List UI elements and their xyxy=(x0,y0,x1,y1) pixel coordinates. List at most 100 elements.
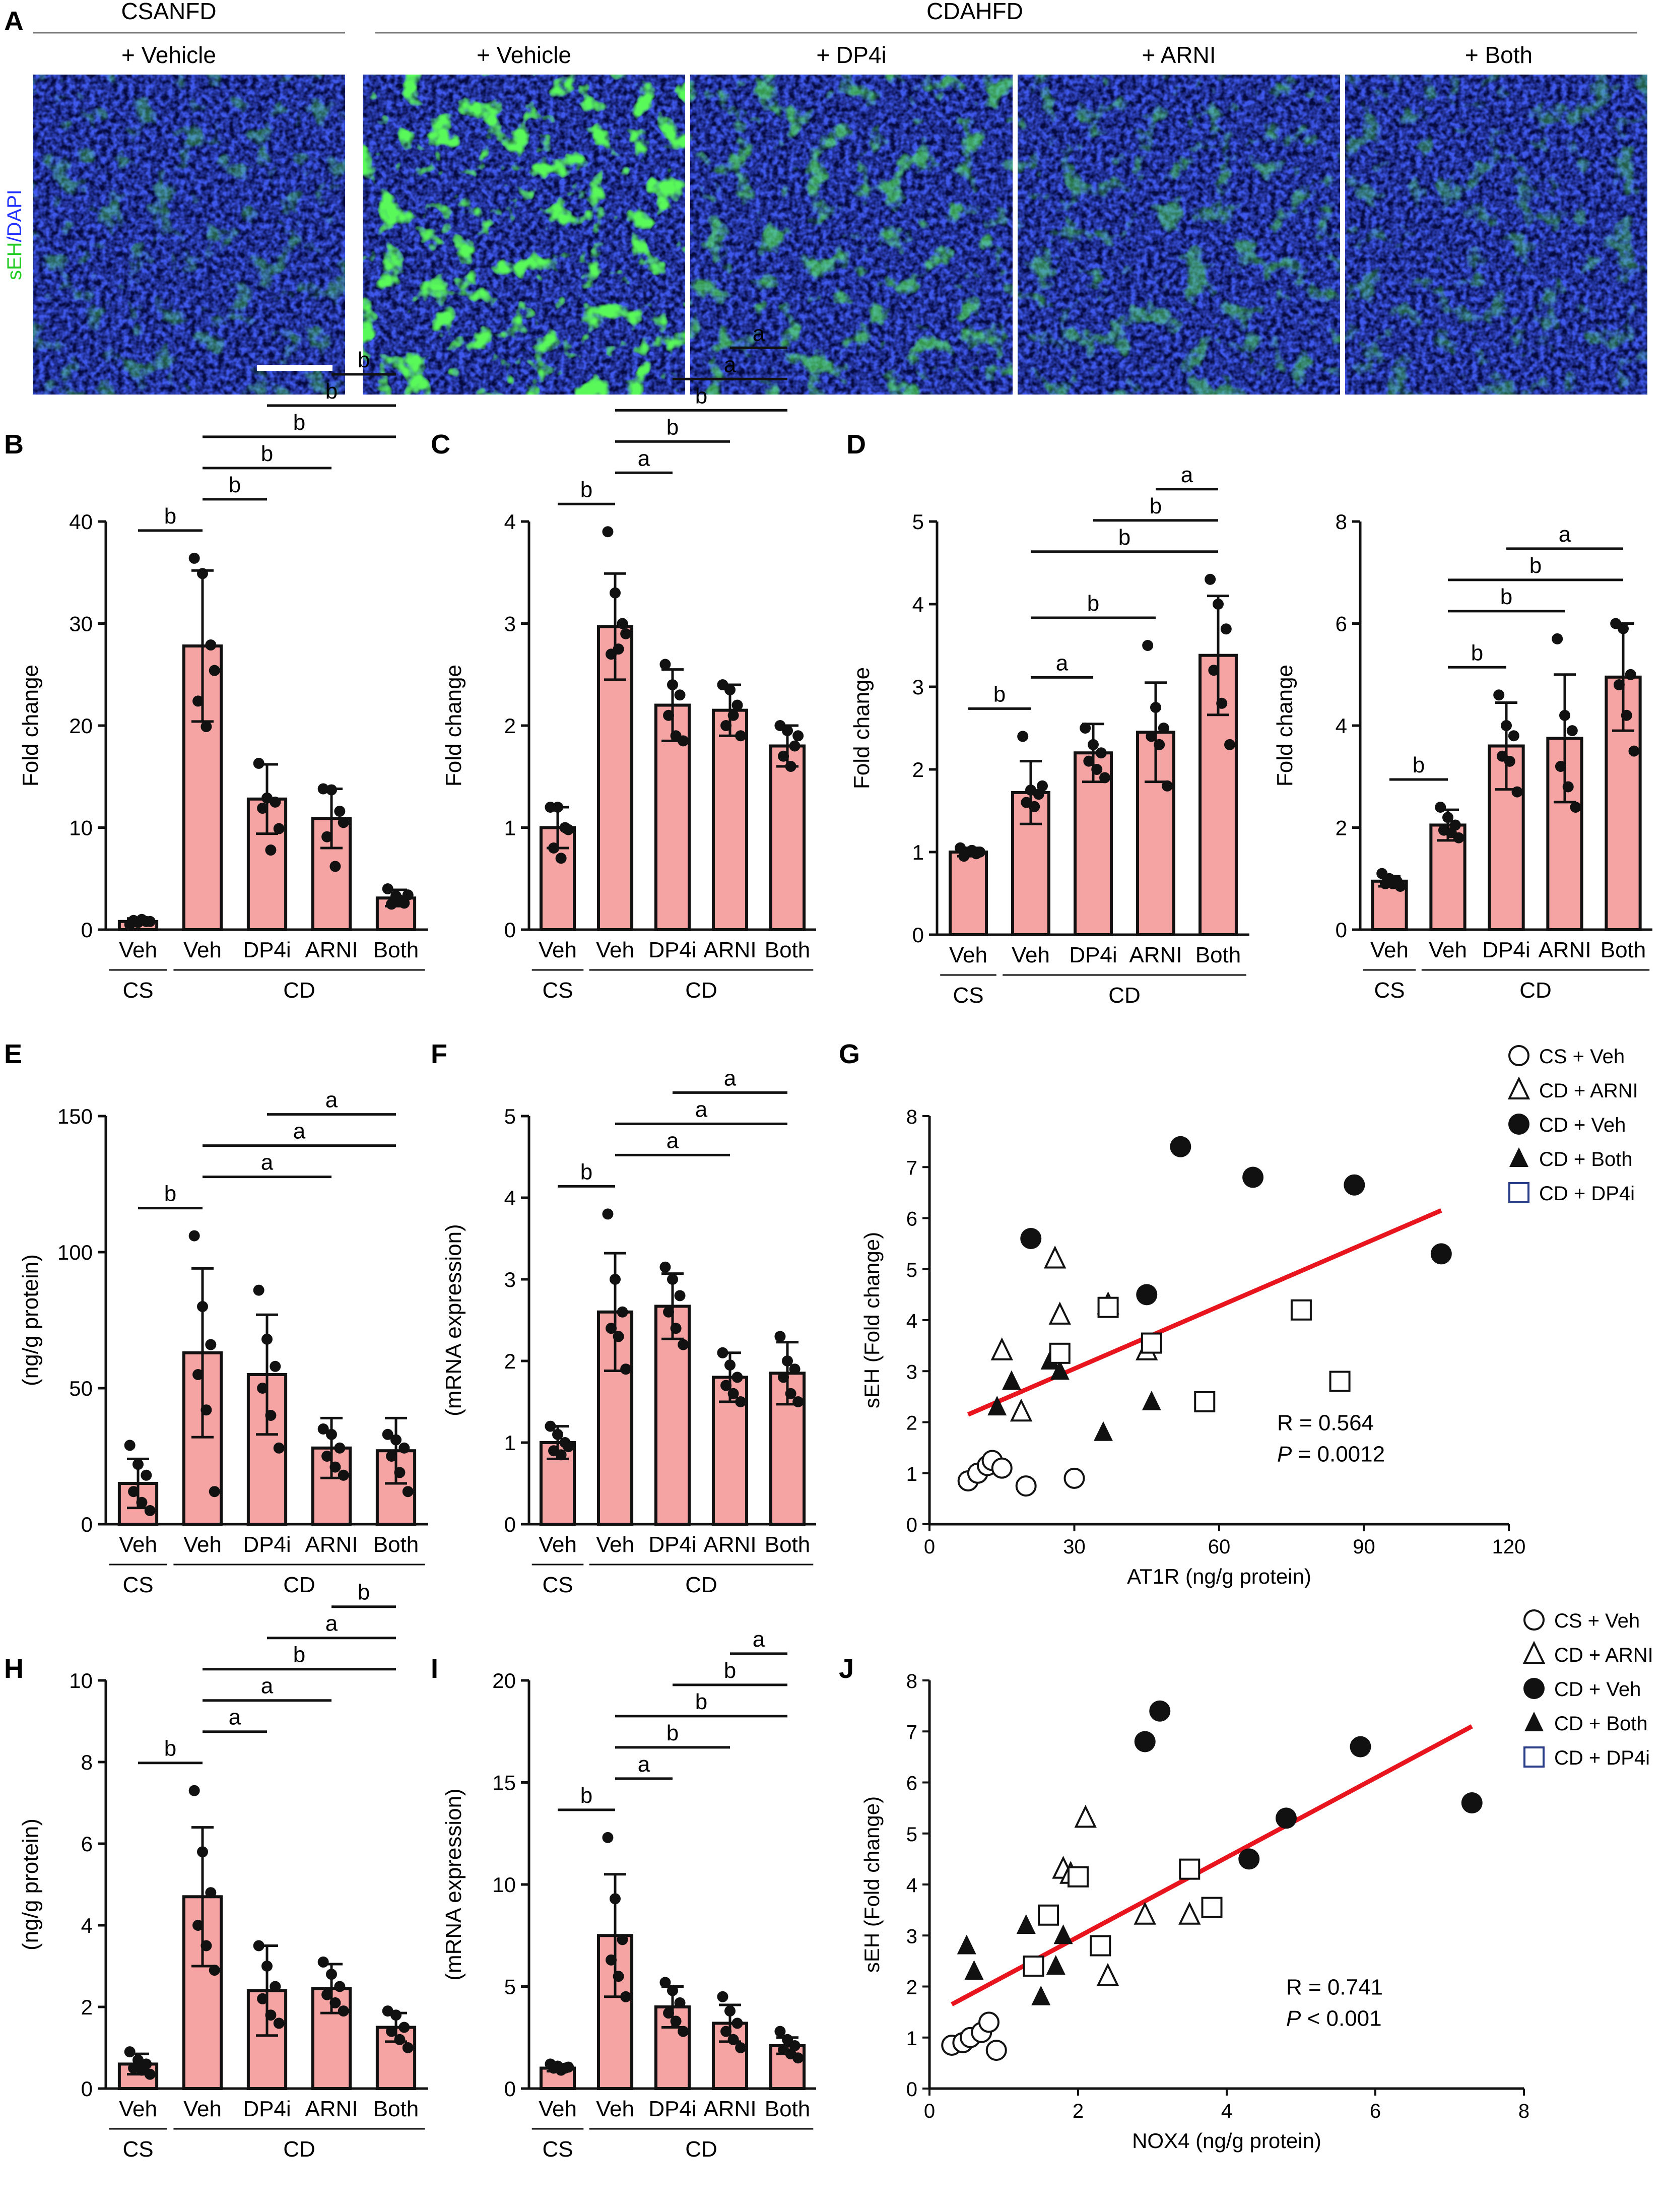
data-point xyxy=(1068,1866,1089,1888)
data-point xyxy=(144,2068,156,2080)
data-point xyxy=(602,1832,614,1843)
sig-label: b xyxy=(1413,753,1425,777)
data-point xyxy=(402,1486,414,1498)
p-symbol: P xyxy=(1286,2006,1301,2031)
data-point xyxy=(1134,1731,1156,1752)
category-label: DP4i xyxy=(243,2097,291,2121)
group-label: CS xyxy=(542,2137,573,2162)
data-point xyxy=(192,1369,204,1380)
legend-label: CD + Both xyxy=(1554,1713,1648,1735)
legend-label: CD + ARNI xyxy=(1554,1644,1653,1666)
category-label: Veh xyxy=(183,2097,222,2121)
data-point xyxy=(257,803,269,814)
data-point xyxy=(273,1442,285,1454)
y-tick-label: 1 xyxy=(906,2028,917,2050)
data-point xyxy=(667,1985,678,1996)
y-tick-label: 7 xyxy=(906,1721,917,1743)
data-point xyxy=(1613,679,1625,690)
data-point xyxy=(774,1331,786,1342)
data-point xyxy=(1205,573,1216,585)
y-tick-label: 50 xyxy=(69,1377,93,1400)
data-point xyxy=(778,750,789,762)
micrograph-cd-dp4i xyxy=(690,75,1013,395)
category-label: DP4i xyxy=(648,938,696,962)
data-point xyxy=(610,1274,621,1285)
data-point xyxy=(398,1442,410,1454)
category-label: DP4i xyxy=(648,1532,696,1557)
data-point xyxy=(1049,1342,1071,1364)
data-point xyxy=(1461,1792,1483,1813)
header-group-cd: CDAHFD xyxy=(926,0,1023,24)
data-point xyxy=(402,2042,414,2053)
data-point xyxy=(382,883,393,894)
sig-label: a xyxy=(1056,650,1069,675)
data-point xyxy=(717,1347,728,1358)
bar-chart-f: 0 1 2 3 4 5 (mRNA expression) Veh Veh DP4i ARNI Bot… xyxy=(441,1066,816,1597)
category-label: Veh xyxy=(539,1532,577,1557)
data-point xyxy=(674,1997,686,2008)
panel-letters: A B C D E F G H I J xyxy=(4,6,866,1684)
data-point xyxy=(386,1451,397,1462)
data-point xyxy=(563,1441,574,1453)
data-point xyxy=(720,1380,732,1391)
y-tick-label: 2 xyxy=(912,758,924,782)
data-point xyxy=(1097,1296,1119,1318)
sig-label: b xyxy=(1529,553,1542,578)
group-label: CS xyxy=(542,978,573,1003)
data-point xyxy=(782,2034,793,2045)
data-point xyxy=(1099,772,1111,784)
data-point xyxy=(1208,665,1220,676)
data-point xyxy=(261,1961,273,1972)
data-point xyxy=(617,1934,628,1945)
data-point xyxy=(1559,709,1570,721)
sig-label: a xyxy=(724,352,737,377)
data-point xyxy=(321,1989,333,2000)
legend-marker xyxy=(1508,1114,1529,1135)
legend-label: CD + Veh xyxy=(1539,1114,1626,1136)
y-tick-label: 3 xyxy=(504,1268,516,1291)
data-point xyxy=(188,552,200,564)
data-point xyxy=(1043,1245,1067,1269)
data-point xyxy=(270,1360,281,1372)
data-point xyxy=(1170,1136,1191,1157)
y-tick-label: 40 xyxy=(69,510,93,534)
data-point xyxy=(606,1954,617,1966)
data-point xyxy=(1038,1904,1059,1926)
category-label: Both xyxy=(1601,938,1646,962)
sig-label: a xyxy=(325,1611,338,1636)
data-point xyxy=(326,1969,337,1980)
data-point xyxy=(1566,725,1578,737)
y-tick-label: 2 xyxy=(906,1977,917,1999)
group-label: CS xyxy=(542,1573,573,1597)
data-point xyxy=(1552,633,1563,644)
data-point xyxy=(720,2026,732,2037)
data-point xyxy=(731,699,743,711)
data-point xyxy=(782,1355,793,1367)
x-axis-label: AT1R (ng/g protein) xyxy=(1127,1565,1311,1588)
y-tick-label: 6 xyxy=(1336,612,1347,636)
data-point xyxy=(1290,1299,1312,1321)
data-point xyxy=(602,526,614,538)
data-point xyxy=(265,2009,277,2021)
data-point xyxy=(128,1486,140,1498)
data-point xyxy=(132,1459,144,1470)
data-point xyxy=(1017,731,1029,742)
y-tick-label: 4 xyxy=(906,1874,917,1897)
category-label: Veh xyxy=(1370,938,1409,962)
category-label: ARNI xyxy=(1538,938,1591,962)
group-label: CS xyxy=(122,978,153,1003)
data-point xyxy=(1178,1902,1201,1925)
data-point xyxy=(270,796,281,808)
group-label: CD xyxy=(1519,978,1552,1003)
data-point xyxy=(390,2009,402,2021)
data-point xyxy=(957,1934,976,1955)
x-tick-label: 90 xyxy=(1353,1536,1375,1558)
data-point xyxy=(338,2005,349,2017)
panel-letter-a: A xyxy=(4,6,24,36)
y-tick-label: 8 xyxy=(906,1670,917,1693)
y-tick-label: 0 xyxy=(81,1513,93,1536)
stain-marker: sEH xyxy=(4,242,26,280)
